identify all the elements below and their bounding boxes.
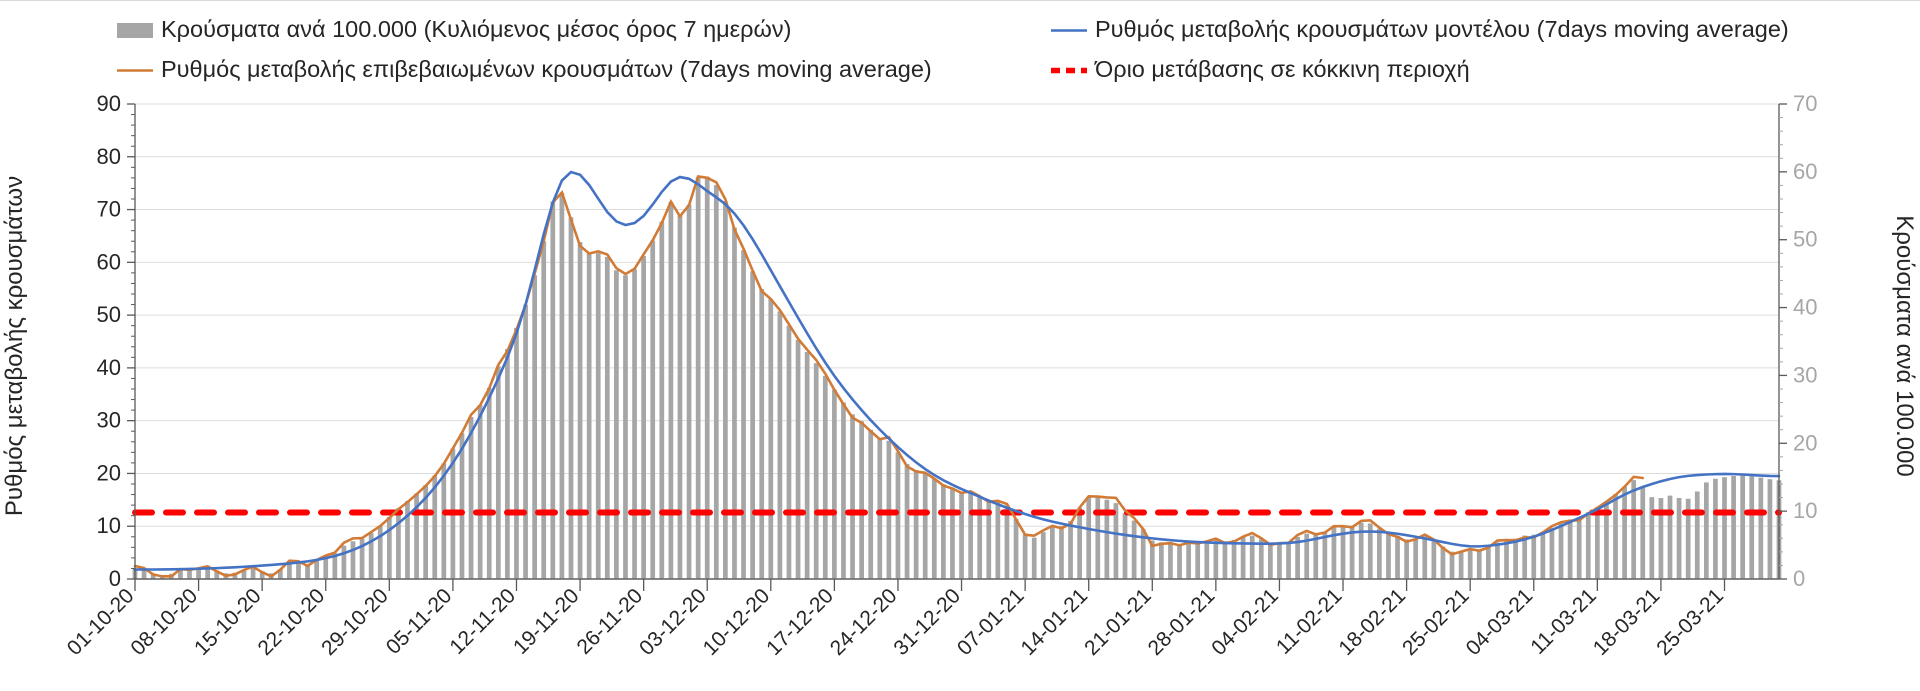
svg-text:17-12-20: 17-12-20 xyxy=(762,584,838,660)
svg-text:29-10-20: 29-10-20 xyxy=(317,584,393,660)
svg-text:Κρούσματα ανά 100.000: Κρούσματα ανά 100.000 xyxy=(1891,215,1918,477)
svg-text:14-01-21: 14-01-21 xyxy=(1017,584,1093,660)
svg-text:12-11-20: 12-11-20 xyxy=(445,584,520,659)
svg-text:07-01-21: 07-01-21 xyxy=(953,584,1029,660)
svg-text:10: 10 xyxy=(1793,498,1817,523)
svg-text:20: 20 xyxy=(1793,430,1817,455)
svg-text:80: 80 xyxy=(97,144,121,169)
svg-text:03-12-20: 03-12-20 xyxy=(635,584,711,660)
svg-text:08-10-20: 08-10-20 xyxy=(126,584,202,660)
svg-text:18-03-21: 18-03-21 xyxy=(1589,584,1665,660)
svg-text:Ρυθμός μεταβολής κρουσμάτων μο: Ρυθμός μεταβολής κρουσμάτων μοντέλου (7d… xyxy=(1095,16,1789,42)
svg-text:Κρούσματα ανά 100.000 (Κυλιόμε: Κρούσματα ανά 100.000 (Κυλιόμενος μέσος … xyxy=(161,16,791,42)
svg-text:18-02-21: 18-02-21 xyxy=(1334,584,1410,660)
svg-text:10: 10 xyxy=(97,513,121,538)
svg-text:0: 0 xyxy=(1793,566,1805,591)
svg-text:20: 20 xyxy=(97,460,121,485)
svg-text:70: 70 xyxy=(97,197,121,222)
svg-text:05-11-20: 05-11-20 xyxy=(382,584,457,659)
svg-text:60: 60 xyxy=(1793,159,1817,184)
svg-text:24-12-20: 24-12-20 xyxy=(826,584,902,660)
svg-text:04-02-21: 04-02-21 xyxy=(1207,584,1283,660)
svg-text:Ρυθμός μεταβολής επιβεβαιωμένω: Ρυθμός μεταβολής επιβεβαιωμένων κρουσμάτ… xyxy=(161,56,932,82)
svg-text:60: 60 xyxy=(97,249,121,274)
svg-text:22-10-20: 22-10-20 xyxy=(254,584,330,660)
svg-text:90: 90 xyxy=(97,91,121,116)
svg-text:Όριο μετάβασης σε κόκκινη περι: Όριο μετάβασης σε κόκκινη περιοχή xyxy=(1094,56,1470,82)
svg-text:10-12-20: 10-12-20 xyxy=(699,584,775,660)
svg-text:11-03-21: 11-03-21 xyxy=(1526,584,1601,659)
svg-text:50: 50 xyxy=(97,302,121,327)
svg-text:30: 30 xyxy=(1793,362,1817,387)
svg-text:26-11-20: 26-11-20 xyxy=(573,584,648,659)
svg-text:04-03-21: 04-03-21 xyxy=(1462,584,1538,660)
svg-text:31-12-20: 31-12-20 xyxy=(889,584,965,660)
svg-text:30: 30 xyxy=(97,408,121,433)
svg-text:40: 40 xyxy=(97,355,121,380)
svg-text:25-03-21: 25-03-21 xyxy=(1652,584,1728,660)
svg-text:70: 70 xyxy=(1793,91,1817,116)
svg-text:19-11-20: 19-11-20 xyxy=(509,584,584,659)
svg-text:28-01-21: 28-01-21 xyxy=(1144,584,1220,660)
svg-text:11-02-21: 11-02-21 xyxy=(1272,584,1347,659)
svg-text:15-10-20: 15-10-20 xyxy=(190,584,266,660)
svg-text:25-02-21: 25-02-21 xyxy=(1398,584,1474,660)
svg-text:Ρυθμός μεταβολής κρουσμάτων: Ρυθμός μεταβολής κρουσμάτων xyxy=(1,176,28,516)
svg-text:40: 40 xyxy=(1793,295,1817,320)
svg-text:01-10-20: 01-10-20 xyxy=(63,584,139,660)
svg-text:50: 50 xyxy=(1793,227,1817,252)
svg-text:21-01-21: 21-01-21 xyxy=(1080,584,1156,660)
